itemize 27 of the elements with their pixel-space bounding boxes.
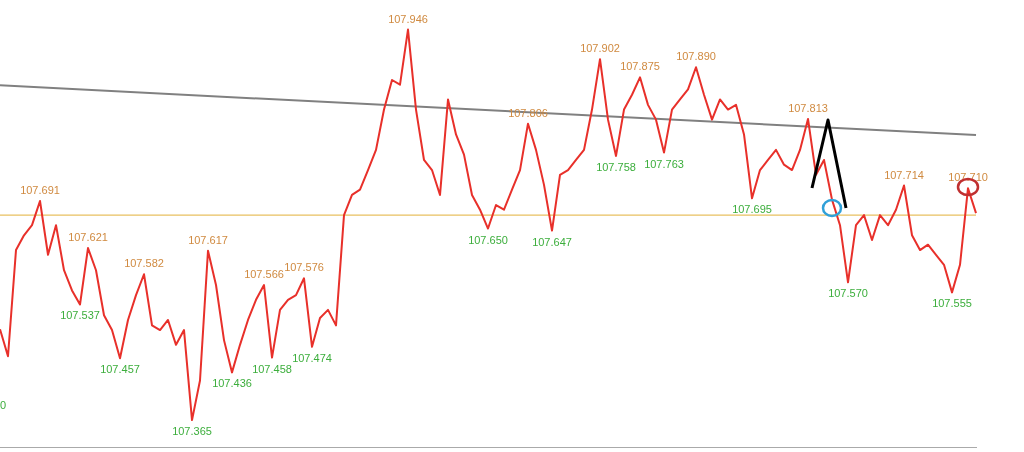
data-label: 107.813 [788, 101, 828, 114]
data-label: 107.758 [596, 160, 636, 173]
data-label: 107.695 [732, 203, 772, 216]
data-label: 107.946 [388, 12, 428, 25]
data-label: 107.763 [644, 157, 684, 170]
data-label: 107.621 [68, 231, 108, 244]
data-label: 107.691 [20, 183, 60, 196]
data-label: 107.436 [212, 377, 252, 390]
data-label: 107.474 [292, 351, 332, 364]
data-label: 107.902 [580, 42, 620, 55]
data-label: 107.714 [884, 168, 924, 181]
data-label: 107.647 [532, 235, 572, 248]
data-label: 107.458 [252, 362, 292, 375]
data-label: 107.566 [244, 268, 284, 280]
data-label: 107.875 [620, 60, 660, 73]
data-label: 107.576 [284, 261, 324, 274]
data-label: 107.710 [948, 171, 988, 184]
data-label: 107.617 [188, 233, 228, 246]
data-label: 107.365 [172, 425, 212, 438]
data-label: 107.582 [124, 257, 164, 270]
data-label: 107.457 [100, 363, 140, 376]
annotation: 0 [0, 399, 7, 411]
data-label: 107.650 [468, 233, 508, 246]
data-label: 107.537 [60, 309, 100, 322]
data-label: 107.555 [932, 297, 972, 310]
data-label: 107.890 [676, 50, 716, 63]
data-label: 107.570 [828, 287, 868, 300]
